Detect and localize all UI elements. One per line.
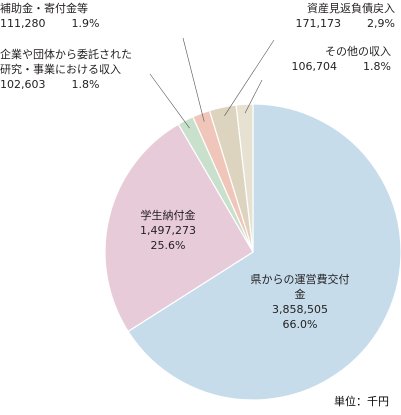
slice-label: 県からの運営費交付金 3,858,505 66.0% [250,272,351,332]
slice-label: 学生納付金 1,497,273 25.6% [140,208,196,253]
value-row: 106,704 1.8% [292,59,391,74]
slice-label: 企業や団体から委託された 研究・事業における収入 102,603 1.8% [0,47,132,92]
category-label: 県からの運営費交付金 [250,273,350,301]
percent-label: 66.0% [282,318,318,331]
category-label: 企業や団体から委託された 研究・事業における収入 [0,48,132,76]
value-label: 111,280 [0,17,46,30]
category-label: その他の収入 [325,45,391,58]
pie-slice [235,103,254,253]
percent-label: 1.8% [71,78,100,91]
pie-slice [104,123,254,333]
value-label: 171,173 [295,17,342,30]
value-label: 106,704 [291,60,338,73]
percent-label: 2,9% [367,17,395,30]
value-row: 102,603 1.8% [0,77,132,92]
leader-line [224,39,275,117]
slice-label: 補助金・寄付金等 111,280 1.9% [0,1,99,31]
leader-line [149,73,190,129]
percent-label: 1.9% [71,17,100,30]
value-row: 111,280 1.9% [0,16,99,31]
pie-slice [127,103,401,401]
value-row: 171,173 2,9% [296,16,395,31]
value-label: 1,497,273 [140,224,196,237]
category-label: 学生納付金 [140,209,196,222]
percent-label: 1.8% [363,60,391,73]
value-label: 3,858,505 [272,303,328,316]
category-label: 補助金・寄付金等 [0,2,88,15]
value-label: 102,603 [0,78,46,91]
leader-line [182,37,205,122]
percent-label: 25.6% [150,239,186,252]
slice-label: その他の収入 106,704 1.8% [292,44,391,74]
leader-line [244,79,263,114]
unit-note: 単位：千円 [334,395,389,408]
category-label: 資産見返負債戻入 [307,2,395,15]
slice-label: 資産見返負債戻入 171,173 2,9% [296,1,395,31]
